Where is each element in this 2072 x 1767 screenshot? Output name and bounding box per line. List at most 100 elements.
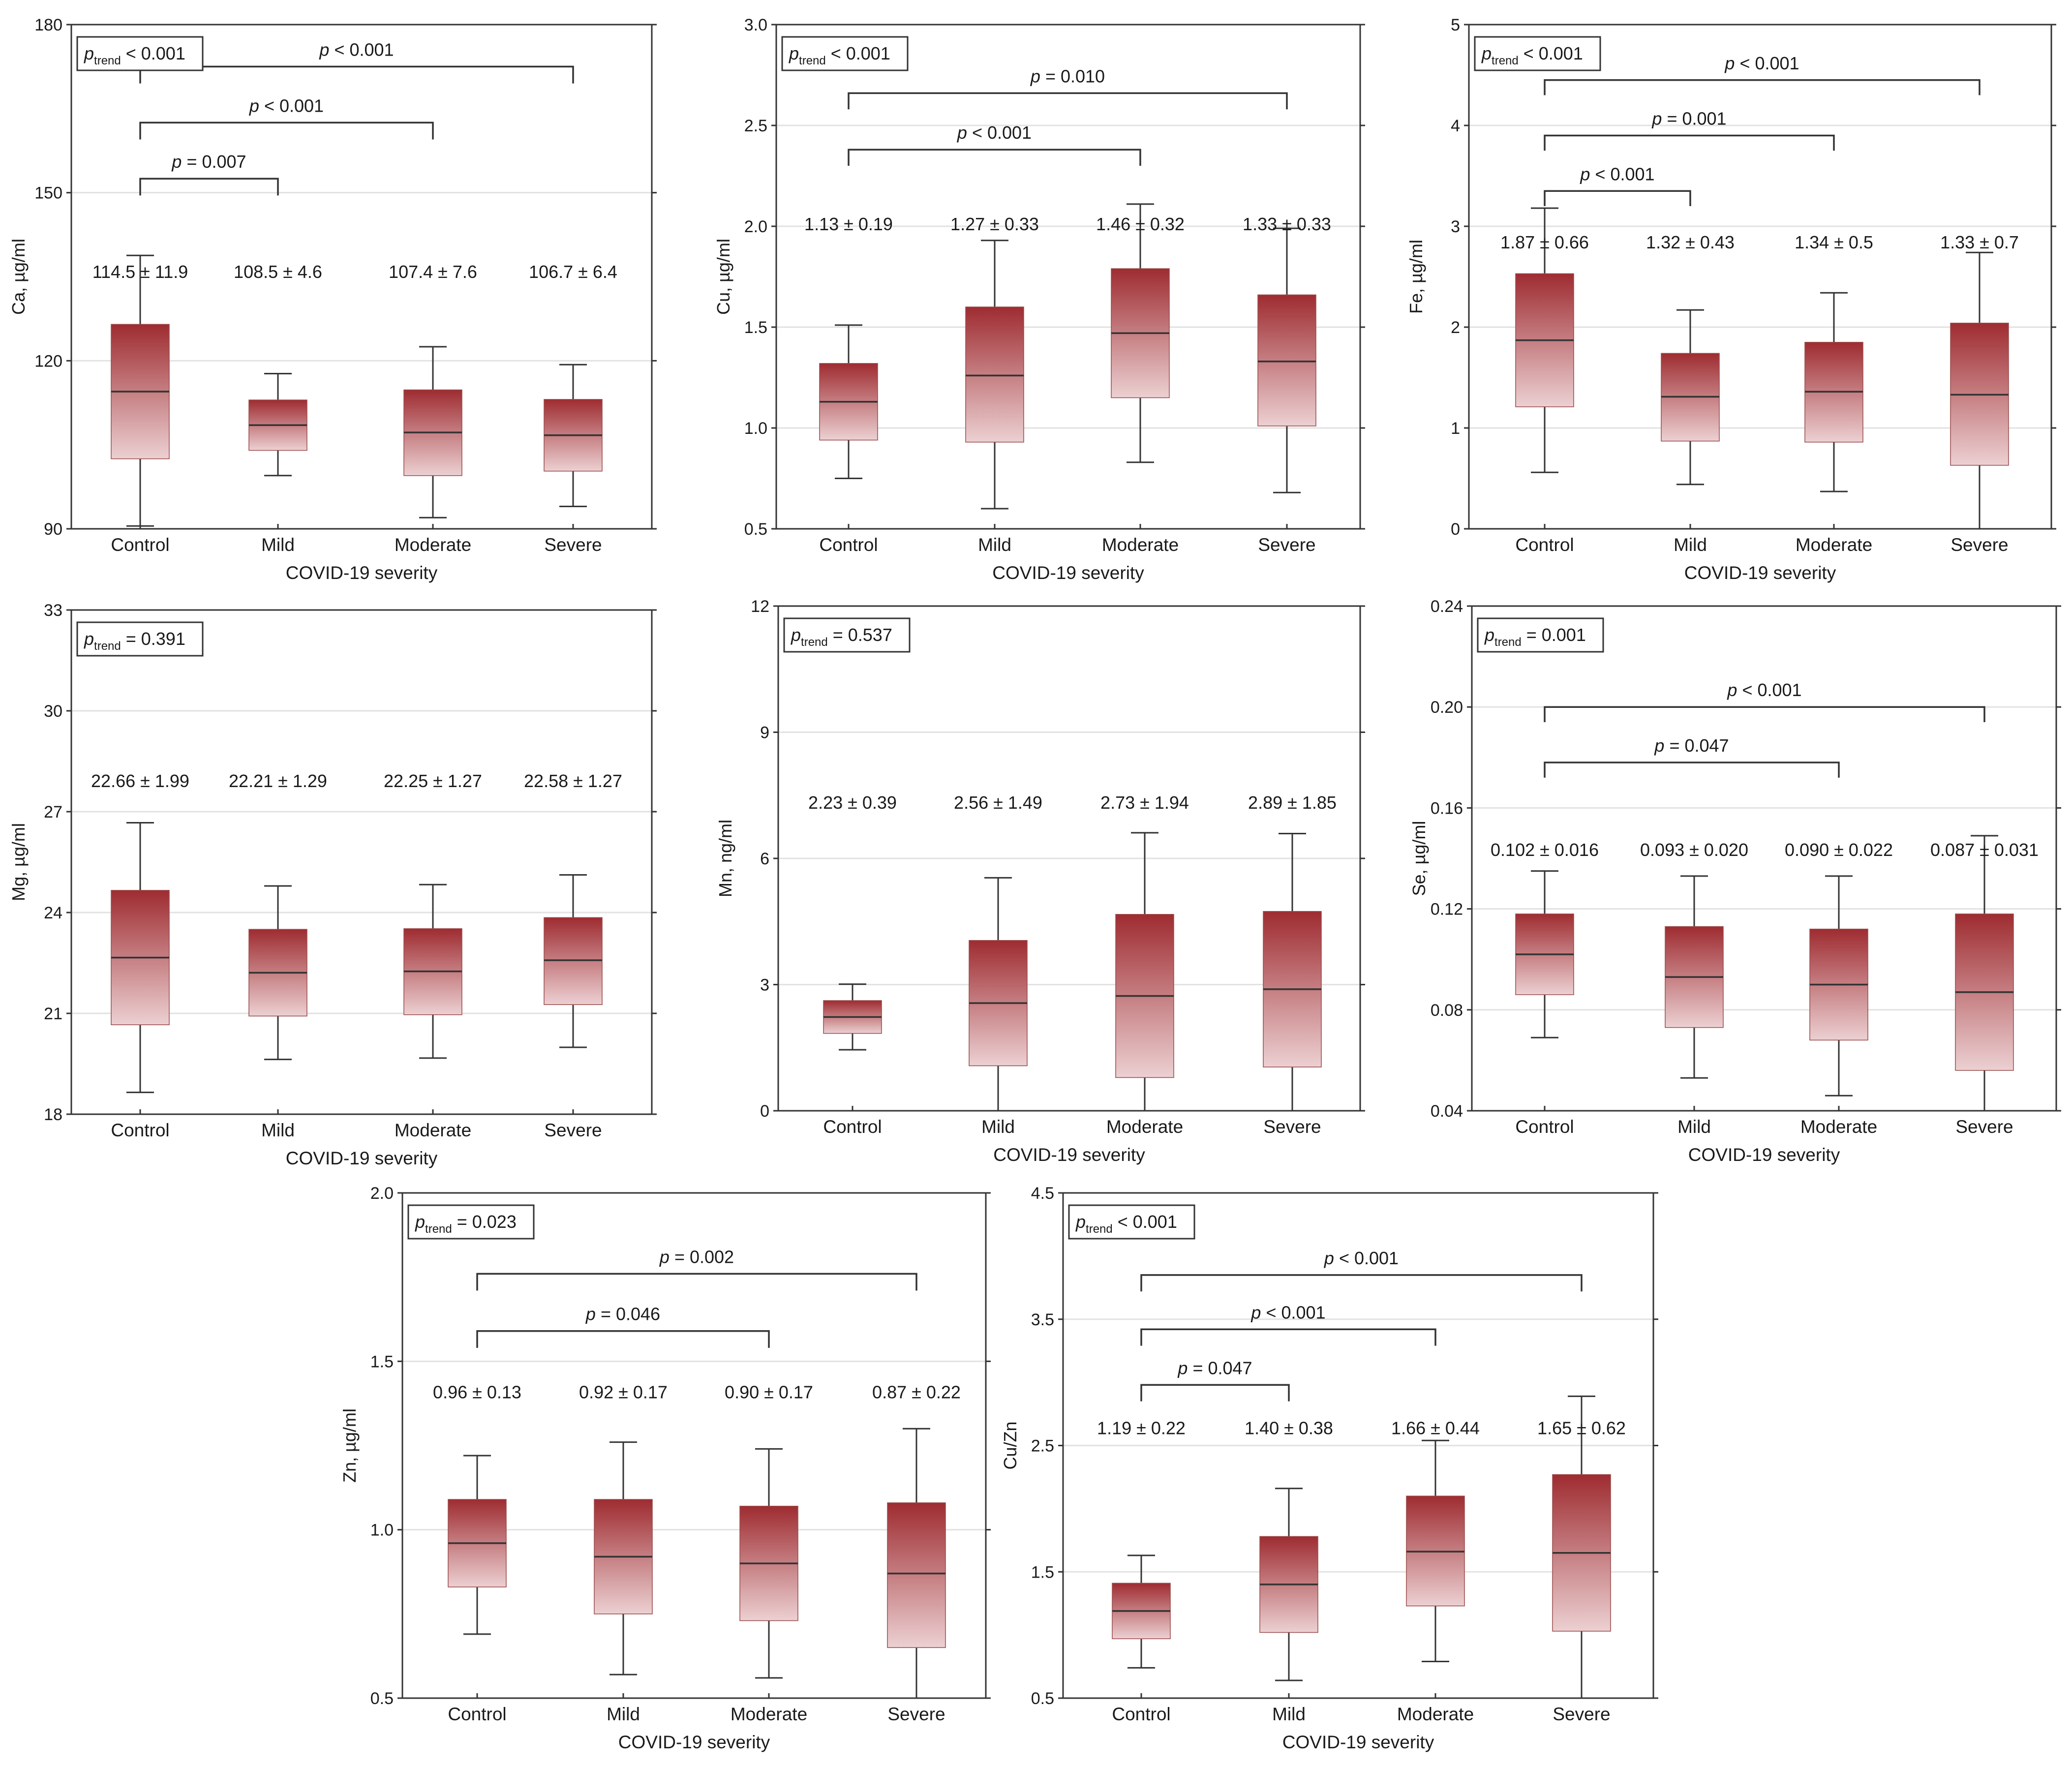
- box-control: [111, 822, 170, 1094]
- ptrend-label: ptrend < 0.001: [789, 43, 890, 67]
- mean-sd-label: 1.34 ± 0.5: [1795, 232, 1873, 252]
- mean-sd-label: 1.19 ± 0.22: [1097, 1418, 1186, 1438]
- x-tick-label: Moderate: [1102, 535, 1179, 555]
- x-tick-label: Control: [819, 535, 878, 555]
- comparison-bracket: [1544, 134, 1835, 151]
- comparison-p-value: p < 0.001: [249, 95, 324, 116]
- x-tick-label: Mild: [261, 535, 295, 555]
- plot-frame: [401, 1192, 987, 1699]
- y-tick-label: 6: [760, 850, 769, 868]
- y-tick-label: 0.5: [1031, 1689, 1054, 1708]
- box-severe: [1257, 227, 1316, 493]
- x-tick-label: Moderate: [395, 535, 471, 555]
- x-axis-label: COVID-19 severity: [286, 1148, 438, 1168]
- y-tick-label: 0.16: [1431, 799, 1463, 818]
- ptrend-box: [407, 1204, 535, 1240]
- comparison-bracket: [139, 122, 434, 140]
- comparison-p-value: p < 0.001: [957, 122, 1032, 143]
- mean-sd-label: 108.5 ± 4.6: [234, 262, 322, 282]
- mean-sd-label: 0.093 ± 0.020: [1640, 840, 1748, 860]
- x-tick-label: Severe: [544, 1120, 602, 1140]
- comparison-p-value: p < 0.001: [1324, 1248, 1399, 1268]
- box-severe: [1955, 835, 2014, 1112]
- comparison-p-value: p = 0.010: [1030, 66, 1105, 86]
- ptrend-box: [76, 36, 204, 71]
- mean-sd-label: 0.92 ± 0.17: [579, 1382, 668, 1402]
- x-tick-label: Control: [823, 1117, 882, 1137]
- y-axis-label: Se, µg/ml: [1409, 821, 1429, 896]
- ptrend-box: [1477, 617, 1604, 653]
- plot-frame: [70, 609, 653, 1115]
- box-mild: [248, 885, 307, 1061]
- y-tick-label: 0.20: [1431, 698, 1463, 717]
- box-moderate: [1804, 292, 1863, 492]
- comparison-bracket: [1140, 1274, 1583, 1292]
- mean-sd-label: 22.25 ± 1.27: [384, 771, 482, 791]
- mean-sd-label: 1.13 ± 0.19: [804, 214, 893, 234]
- y-tick-label: 90: [44, 520, 62, 539]
- y-tick-label: 1.5: [744, 318, 767, 337]
- x-axis-label: COVID-19 severity: [1688, 1145, 1840, 1165]
- ptrend-label: ptrend < 0.001: [84, 43, 185, 67]
- box-control: [1515, 870, 1574, 1038]
- y-tick-label: 3.0: [744, 16, 767, 34]
- y-tick-label: 12: [751, 597, 769, 616]
- mean-sd-label: 0.090 ± 0.022: [1785, 840, 1893, 860]
- mean-sd-label: 1.33 ± 0.7: [1940, 232, 2019, 252]
- y-axis-label: Ca, µg/ml: [8, 239, 29, 315]
- y-axis-label: Mn, ng/ml: [715, 820, 735, 897]
- box-control: [448, 1455, 507, 1635]
- iqr-box: [965, 306, 1024, 443]
- y-tick-label: 120: [34, 352, 62, 370]
- ptrend-label: ptrend = 0.537: [791, 625, 892, 649]
- x-tick-label: Severe: [887, 1704, 945, 1724]
- box-moderate: [403, 346, 462, 518]
- box-moderate: [739, 1448, 798, 1679]
- chart-panel-mg: 18 21 24 27 30 33 Mg, µg/ml Control Mild Moderate…: [8, 601, 657, 1168]
- x-axis-label: COVID-19 severity: [1684, 563, 1836, 583]
- chart-panel-mn: 0 3 6 9 12 Mn, ng/ml Control Mild Moderate Severe…: [715, 597, 1365, 1165]
- box-moderate: [403, 884, 462, 1059]
- comparison-p-value: p = 0.001: [1651, 109, 1726, 129]
- plot-frame: [70, 24, 653, 530]
- x-axis-label: COVID-19 severity: [1282, 1732, 1434, 1752]
- x-tick-label: Severe: [1258, 535, 1315, 555]
- comparison-p-value: p < 0.001: [1727, 680, 1801, 700]
- box-moderate: [1406, 1439, 1465, 1663]
- chart-panel-ca: 90 120 150 180 Ca, µg/ml Control Mild Moderate S…: [8, 16, 657, 583]
- box-control: [1112, 1554, 1171, 1669]
- y-tick-label: 2.5: [1031, 1437, 1054, 1456]
- mean-sd-label: 1.33 ± 0.33: [1243, 214, 1331, 234]
- chart-panel-cu: 0.5 1.0 1.5 2.0 2.5 3.0 Cu, µg/ml Control Mild Mo…: [713, 16, 1365, 583]
- y-tick-label: 3: [760, 976, 769, 995]
- comparison-bracket: [848, 92, 1288, 110]
- comparison-bracket: [1544, 79, 1981, 95]
- x-tick-label: Moderate: [395, 1120, 471, 1140]
- comparison-bracket: [1140, 1328, 1436, 1346]
- mean-sd-label: 0.087 ± 0.031: [1930, 840, 2039, 860]
- mean-sd-label: 1.66 ± 0.44: [1391, 1418, 1480, 1438]
- x-tick-label: Control: [1515, 1117, 1574, 1137]
- x-tick-label: Mild: [607, 1704, 640, 1724]
- x-tick-label: Severe: [1955, 1117, 2013, 1137]
- ptrend-label: ptrend = 0.391: [84, 629, 185, 653]
- y-tick-label: 33: [44, 601, 62, 620]
- y-tick-label: 1.5: [1031, 1563, 1054, 1582]
- mean-sd-label: 0.87 ± 0.22: [872, 1382, 961, 1402]
- y-tick-label: 21: [44, 1005, 62, 1023]
- comparison-bracket: [476, 1273, 917, 1291]
- ptrend-box: [781, 36, 909, 71]
- comparison-p-value: p = 0.047: [1654, 735, 1729, 756]
- y-tick-label: 180: [34, 16, 62, 34]
- mean-sd-label: 2.89 ± 1.85: [1248, 792, 1337, 813]
- mean-sd-label: 22.66 ± 1.99: [91, 771, 189, 791]
- y-tick-label: 0.5: [744, 520, 767, 539]
- plot-frame: [1468, 24, 2052, 530]
- y-tick-label: 3: [1451, 217, 1460, 236]
- comparison-p-value: p = 0.007: [171, 152, 246, 172]
- iqr-box: [1257, 294, 1316, 427]
- box-severe: [544, 874, 603, 1048]
- x-tick-label: Control: [111, 535, 169, 555]
- ptrend-box: [783, 617, 911, 653]
